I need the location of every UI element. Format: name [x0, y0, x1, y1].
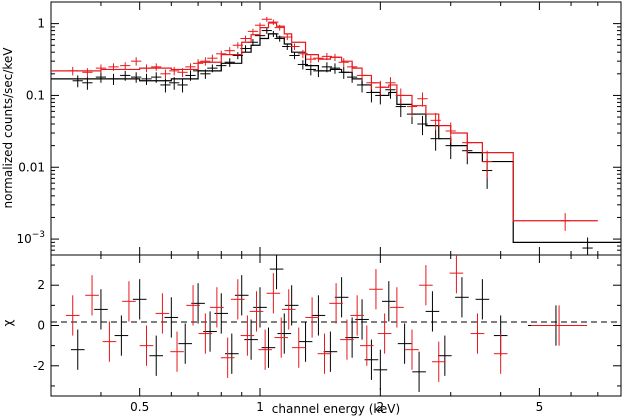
bottom-y-tick-label: -2 — [33, 359, 45, 373]
bottom-y-axis-title: χ — [1, 319, 15, 326]
model-curve-series-1 — [51, 22, 598, 222]
top-y-axis-title: normalized counts/sec/keV — [1, 47, 15, 209]
bottom-y-ticks: 2 0 -2 — [33, 264, 621, 387]
top-plot-frame — [50, 1, 622, 256]
x-tick-label: 0.5 — [130, 400, 149, 414]
top-y-ticks: 1 0.1 0.01 10−3 — [16, 1, 621, 256]
x-axis-ticks: 0.5 1 2 5 — [50, 2, 622, 414]
x-tick-label: 5 — [536, 400, 544, 414]
top-data-layer — [51, 16, 621, 255]
x-tick-label: 1 — [256, 400, 264, 414]
bottom-data-layer — [65, 255, 588, 392]
top-y-tick-label: 10−3 — [16, 230, 45, 246]
top-panel: 1 0.1 0.01 10−3 normalized counts/sec/keV — [1, 1, 622, 256]
bottom-y-tick-label: 2 — [37, 278, 45, 292]
bottom-y-tick-label: 0 — [37, 319, 45, 333]
x-axis-title: channel energy (keV) — [272, 402, 400, 416]
top-y-tick-label: 0.01 — [18, 160, 45, 174]
x-tick-label: 2 — [377, 400, 385, 414]
top-y-tick-label: 1 — [37, 17, 45, 31]
top-y-tick-label: 0.1 — [26, 88, 45, 102]
